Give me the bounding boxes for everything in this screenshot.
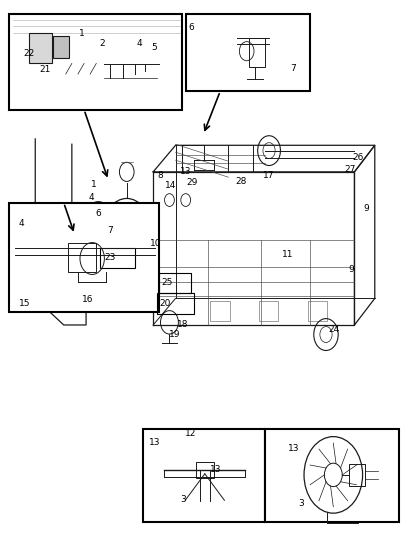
Text: 23: 23 — [105, 253, 116, 262]
Text: 28: 28 — [235, 177, 246, 186]
Bar — [9, 203, 159, 312]
Text: 7: 7 — [108, 226, 113, 235]
Text: 16: 16 — [82, 295, 94, 304]
Text: 3: 3 — [298, 498, 304, 507]
Text: 5124 2000: 5124 2000 — [12, 12, 84, 26]
Text: 18: 18 — [177, 320, 188, 329]
Text: 13: 13 — [149, 439, 160, 448]
Bar — [53, 36, 69, 58]
Bar — [111, 205, 138, 232]
Text: 1: 1 — [91, 180, 96, 189]
Text: 24: 24 — [328, 325, 340, 334]
Text: 7: 7 — [290, 64, 295, 73]
Bar — [9, 14, 182, 110]
Text: 8: 8 — [157, 171, 163, 180]
Text: 13: 13 — [210, 465, 221, 474]
Text: 27: 27 — [344, 165, 355, 174]
Text: 4: 4 — [88, 193, 94, 202]
Bar — [265, 429, 399, 522]
Text: 11: 11 — [282, 250, 293, 259]
Text: 10: 10 — [149, 239, 161, 248]
Bar — [157, 293, 194, 314]
Text: 6: 6 — [95, 209, 101, 218]
Text: 15: 15 — [18, 299, 30, 308]
Text: 13: 13 — [288, 444, 299, 453]
Bar — [196, 462, 214, 478]
Bar — [143, 429, 265, 522]
Text: 14: 14 — [165, 181, 176, 190]
Text: 29: 29 — [186, 178, 197, 187]
Bar — [308, 301, 327, 321]
Text: 3: 3 — [180, 495, 186, 504]
Text: 13: 13 — [180, 167, 191, 176]
Text: 17: 17 — [263, 171, 275, 180]
Bar — [210, 301, 230, 321]
Bar — [159, 273, 191, 293]
Bar — [29, 33, 51, 63]
Text: 21: 21 — [40, 66, 51, 74]
Bar — [349, 464, 365, 486]
Bar — [100, 248, 135, 268]
Text: 1: 1 — [79, 29, 85, 38]
Text: 19: 19 — [169, 330, 180, 339]
Text: 2: 2 — [100, 39, 105, 48]
Bar — [259, 301, 278, 321]
Text: 5: 5 — [151, 43, 157, 52]
Text: 9: 9 — [364, 204, 370, 213]
Text: 9: 9 — [348, 265, 354, 273]
Text: 12: 12 — [185, 430, 197, 439]
Text: 20: 20 — [160, 299, 171, 308]
Bar — [249, 38, 265, 67]
Text: 4: 4 — [136, 39, 142, 48]
Text: 26: 26 — [353, 153, 364, 162]
Text: 25: 25 — [162, 278, 173, 287]
Text: 6: 6 — [188, 23, 194, 32]
Bar — [186, 14, 310, 91]
Text: 22: 22 — [24, 50, 35, 58]
Text: 4: 4 — [19, 220, 24, 229]
Bar — [68, 243, 96, 272]
